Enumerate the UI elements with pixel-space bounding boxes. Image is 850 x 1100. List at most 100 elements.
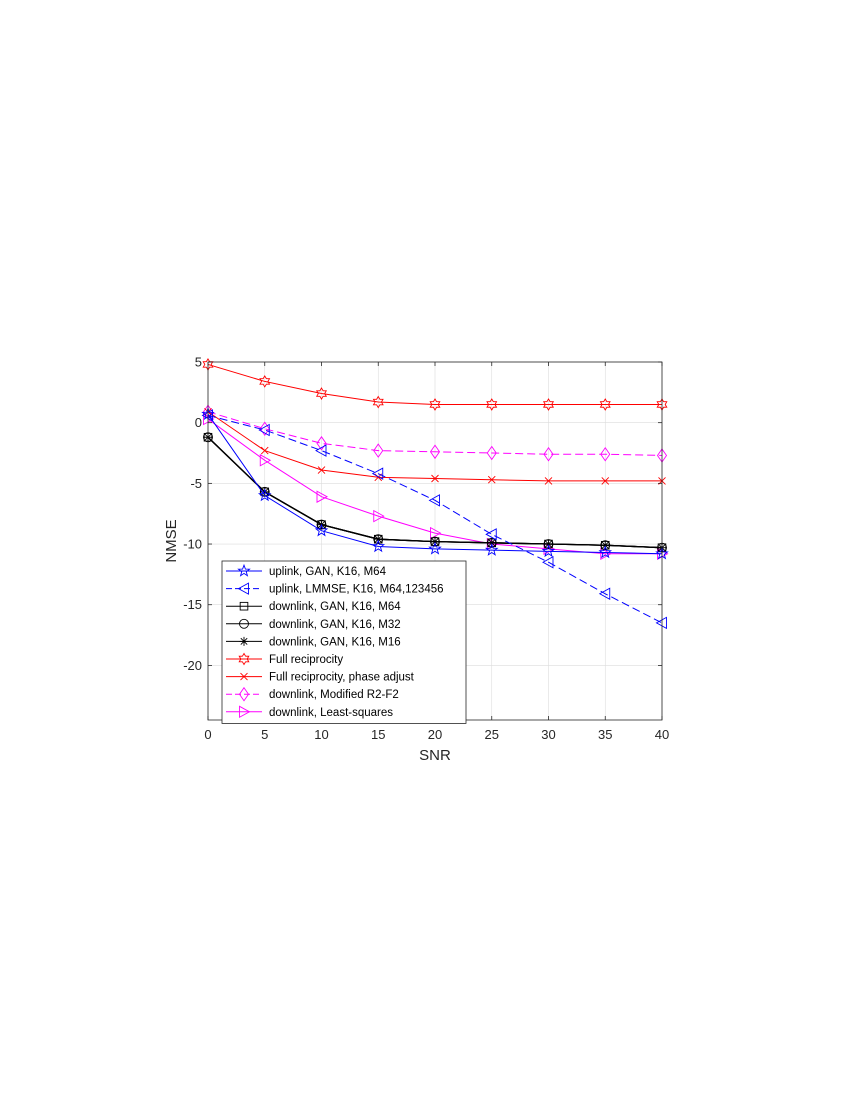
x-tick-label: 35 <box>598 727 612 742</box>
legend-marker <box>239 618 249 629</box>
data-point <box>542 555 554 569</box>
data-point <box>598 587 611 601</box>
series-line <box>207 363 662 405</box>
data-point <box>601 477 610 485</box>
y-tick-label: -5 <box>190 476 202 491</box>
legend-item: uplink, GAN, K16, M64 <box>226 563 387 578</box>
series-line <box>207 413 663 555</box>
y-axis-label: NMSE <box>163 519 180 562</box>
series-line <box>207 411 663 456</box>
x-axis-label: SNR <box>419 747 451 764</box>
data-point <box>487 475 496 484</box>
legend-label: downlink, GAN, K16, M64 <box>269 601 401 613</box>
data-point <box>486 398 498 411</box>
legend-marker <box>238 652 250 666</box>
legend: uplink, GAN, K16, M64 uplink, LMMSE, K16,… <box>221 560 467 724</box>
data-point <box>259 454 272 467</box>
series-2 <box>201 409 667 630</box>
x-tick-label: 0 <box>204 727 211 742</box>
legend-item: downlink, GAN, K16, M64 <box>226 601 401 613</box>
legend-label: uplink, LMMSE, K16, M64,123456 <box>269 584 444 596</box>
legend-item: Full reciprocity, phase adjust <box>226 672 415 684</box>
legend-item: Full reciprocity <box>226 652 343 666</box>
data-point <box>485 528 497 541</box>
data-point <box>486 445 497 461</box>
data-point <box>541 544 556 558</box>
y-tick-label: -15 <box>183 597 202 612</box>
data-point <box>431 474 439 483</box>
y-tick-label: -20 <box>183 658 202 673</box>
x-tick-label: 30 <box>541 727 555 742</box>
legend-label: downlink, Least-squares <box>269 707 393 719</box>
legend-label: downlink, GAN, K16, M32 <box>269 619 401 631</box>
legend-marker <box>237 563 251 577</box>
data-point <box>373 443 384 458</box>
y-tick-label: 5 <box>195 355 202 370</box>
data-point <box>372 395 384 409</box>
data-point <box>487 538 497 548</box>
data-point <box>315 444 327 457</box>
data-point <box>371 539 386 553</box>
legend-marker <box>240 672 248 681</box>
data-point <box>258 423 270 437</box>
data-point <box>317 520 326 529</box>
legend-label: downlink, GAN, K16, M16 <box>269 636 401 648</box>
data-point <box>542 398 555 411</box>
legend-label: Full reciprocity <box>269 654 343 666</box>
legend-box <box>221 560 467 724</box>
data-point <box>544 539 553 549</box>
x-tick-label: 10 <box>314 727 328 742</box>
data-point <box>257 488 272 502</box>
y-tick-label: 0 <box>195 415 202 430</box>
x-tick-label: 40 <box>655 727 669 742</box>
data-point <box>429 398 441 411</box>
data-point <box>428 494 440 507</box>
x-tick-label: 25 <box>485 727 499 742</box>
legend-marker <box>238 686 250 702</box>
data-point <box>428 541 442 555</box>
data-point <box>544 477 553 485</box>
data-point <box>259 375 271 388</box>
series-group <box>201 358 669 630</box>
x-tick-label: 5 <box>261 727 268 742</box>
data-point <box>316 436 327 451</box>
x-tick-label: 15 <box>371 727 385 742</box>
series-line <box>207 436 663 549</box>
legend-label: Full reciprocity, phase adjust <box>269 672 415 684</box>
legend-label: uplink, GAN, K16, M64 <box>269 566 387 578</box>
ticks: 0 5 10 15 20 25 30 35 40 5 0 -5 -10 -15 -20 <box>183 355 669 743</box>
data-point <box>600 540 610 550</box>
data-point <box>259 421 270 437</box>
legend-marker <box>239 705 251 719</box>
data-point <box>316 519 327 530</box>
legend-item: uplink, LMMSE, K16, M64,123456 <box>226 582 444 596</box>
data-point <box>317 466 326 474</box>
data-point <box>260 446 269 455</box>
legend-marker <box>239 636 249 646</box>
data-point <box>655 616 667 630</box>
series-line <box>207 414 663 624</box>
data-point <box>371 467 384 480</box>
data-point <box>316 490 328 503</box>
legend-item: downlink, Least-squares <box>226 705 393 719</box>
data-point <box>430 526 442 540</box>
legend-item: downlink, GAN, K16, M32 <box>226 619 401 631</box>
legend-marker <box>239 601 249 611</box>
data-point <box>484 542 499 556</box>
x-tick-label: 20 <box>428 727 442 742</box>
legend-marker <box>237 582 249 595</box>
data-point <box>543 446 554 462</box>
data-point <box>201 409 213 422</box>
data-point <box>315 387 328 400</box>
data-point <box>598 545 613 559</box>
data-point <box>599 398 611 411</box>
legend-label: downlink, Modified R2-F2 <box>269 689 399 701</box>
data-point <box>373 534 383 544</box>
data-point <box>600 547 612 561</box>
data-point <box>314 523 329 537</box>
data-point <box>600 446 611 462</box>
data-point <box>373 509 385 523</box>
data-point <box>203 412 215 426</box>
data-point <box>259 486 270 497</box>
